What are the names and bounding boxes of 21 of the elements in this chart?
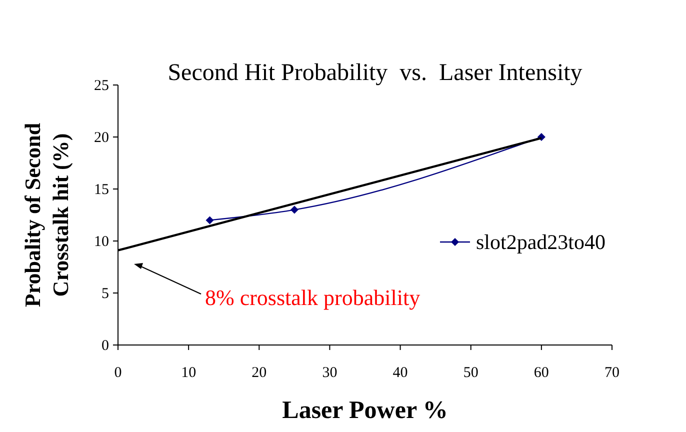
- y-tick-label: 25: [94, 78, 109, 94]
- x-axis-title: Laser Power %: [282, 397, 448, 424]
- x-tick-label: 20: [252, 365, 267, 381]
- y-tick-label: 20: [94, 130, 109, 146]
- y-axis-title: Probality of Second Crosstalk hit (%): [20, 122, 73, 308]
- y-tick-label: 15: [94, 182, 109, 198]
- x-tick-label: 0: [114, 365, 122, 381]
- point: [206, 216, 214, 224]
- chart-title: Second Hit Probability vs. Laser Intensity: [168, 60, 582, 86]
- x-tick-label: 40: [392, 365, 408, 381]
- x-tick-label: 30: [322, 365, 338, 381]
- x-tick-label: 60: [534, 365, 549, 381]
- y-tick-label: 10: [94, 234, 109, 250]
- x-tick-label: 70: [604, 365, 620, 381]
- point: [290, 206, 298, 214]
- annotation: 8% crosstalk probability: [205, 285, 420, 310]
- x-tick-label: 10: [181, 365, 196, 381]
- x-tick-label: 50: [463, 365, 478, 381]
- y-tick-label: 5: [102, 286, 109, 302]
- y-tick-label: 0: [102, 338, 109, 354]
- legend-label: slot2pad23to40: [476, 230, 606, 254]
